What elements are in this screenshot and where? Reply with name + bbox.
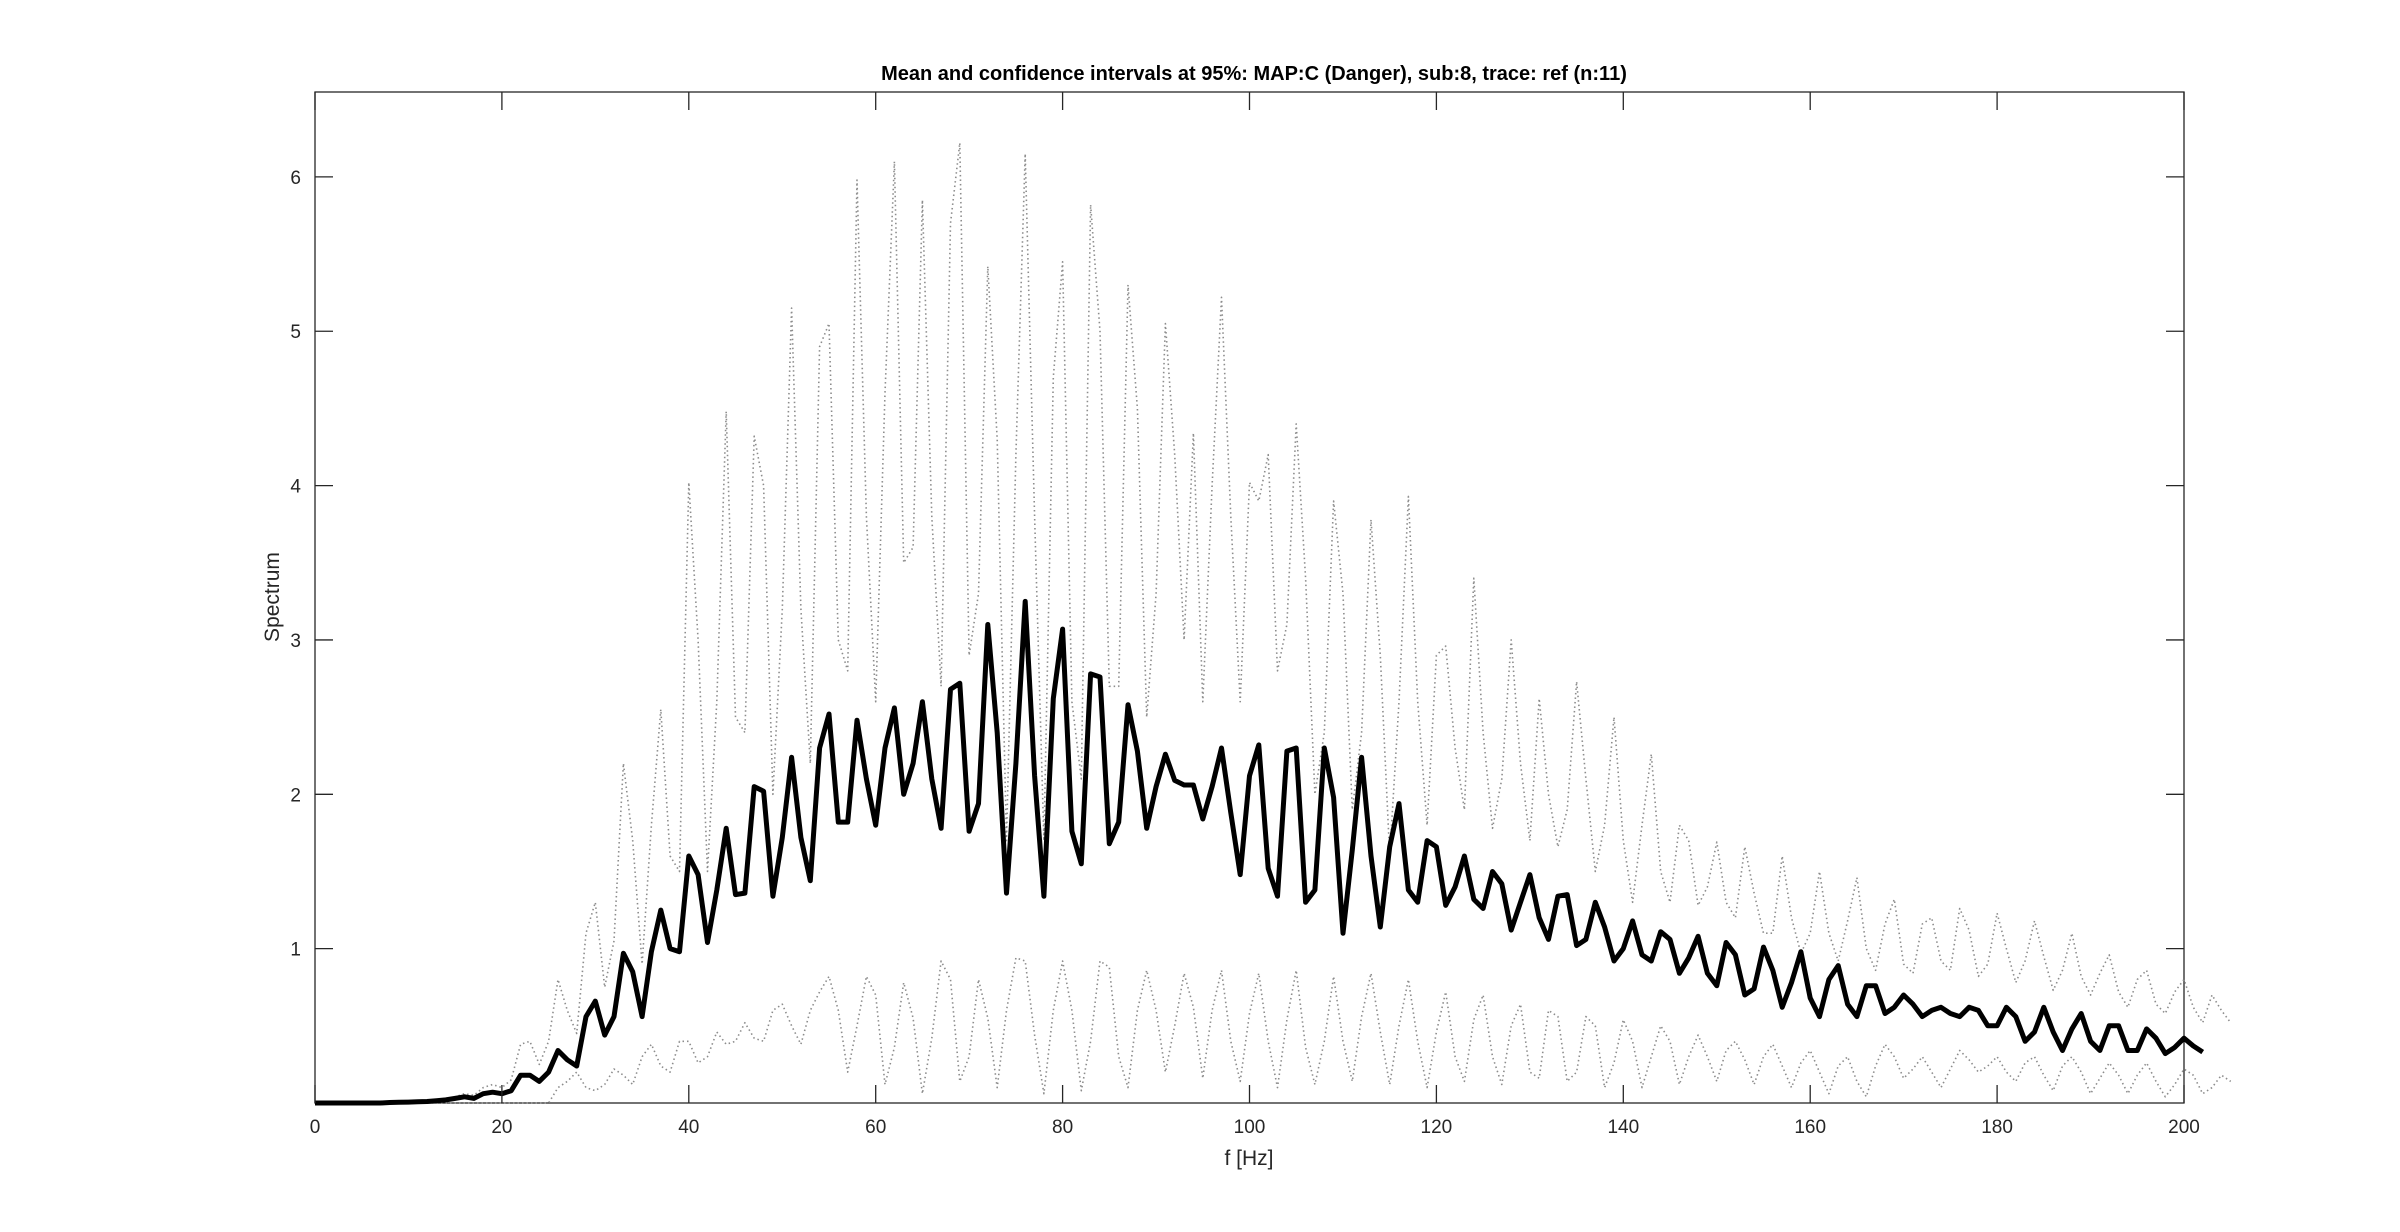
series-layer <box>315 142 2232 1106</box>
tick-layer: 0 20 40 60 80 100 120 140 160 180 200 1 2 3 4 5 6 <box>290 92 2200 1138</box>
x-tick-label: 160 <box>1794 1117 1826 1138</box>
y-tick-label: 1 <box>290 940 301 961</box>
x-tick-label: 60 <box>865 1117 886 1138</box>
series-line-upper-ci <box>315 142 2232 1104</box>
y-tick-label: 5 <box>290 322 301 343</box>
plot-area: 0 20 40 60 80 100 120 140 160 180 200 1 2 3 4 5 6 <box>290 91 2232 1138</box>
x-tick-label: 180 <box>1981 1117 2013 1138</box>
x-axis-label: f [Hz] <box>1224 1147 1273 1170</box>
x-tick-label: 20 <box>491 1117 512 1138</box>
y-tick-label: 4 <box>290 477 301 498</box>
y-tick-label: 6 <box>290 168 301 189</box>
series-line-mean <box>315 598 2205 1106</box>
x-tick-label: 80 <box>1052 1117 1073 1138</box>
x-tick-label: 100 <box>1234 1117 1266 1138</box>
x-tick-label: 200 <box>2168 1117 2200 1138</box>
chart-title: Mean and confidence intervals at 95%: MA… <box>881 63 1627 85</box>
x-tick-label: 0 <box>310 1117 321 1138</box>
x-tick-label: 140 <box>1607 1117 1639 1138</box>
y-tick-label: 3 <box>290 631 301 652</box>
x-tick-label: 40 <box>678 1117 699 1138</box>
y-axis-label: Spectrum <box>261 552 284 642</box>
x-tick-label: 120 <box>1421 1117 1453 1138</box>
plot-frame <box>314 91 2185 1104</box>
y-tick-label: 2 <box>290 785 301 806</box>
